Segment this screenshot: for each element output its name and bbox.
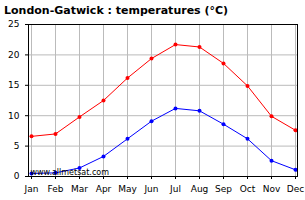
svg-text:Jan: Jan [24,184,39,194]
svg-text:Dec: Dec [287,184,304,194]
svg-text:www.allmetsat.com: www.allmetsat.com [31,168,110,177]
svg-text:10: 10 [8,111,20,121]
svg-text:Feb: Feb [48,184,64,194]
svg-text:Jun: Jun [143,184,158,194]
svg-text:Sep: Sep [215,184,232,194]
svg-text:0: 0 [14,171,20,181]
svg-text:Jul: Jul [169,184,181,194]
svg-text:Aug: Aug [191,184,209,194]
svg-text:5: 5 [14,141,20,151]
html-text:London-Gatwick : temperatures: London-Gatwick : temperatures (°C) [4,4,229,17]
svg-text:Mar: Mar [71,184,88,194]
svg-text:25: 25 [8,19,19,29]
svg-text:Nov: Nov [263,184,281,194]
svg-text:May: May [118,184,137,194]
svg-text:15: 15 [8,80,19,90]
svg-text:Oct: Oct [240,184,256,194]
svg-text:Apr: Apr [96,184,112,194]
svg-text:20: 20 [8,50,20,60]
